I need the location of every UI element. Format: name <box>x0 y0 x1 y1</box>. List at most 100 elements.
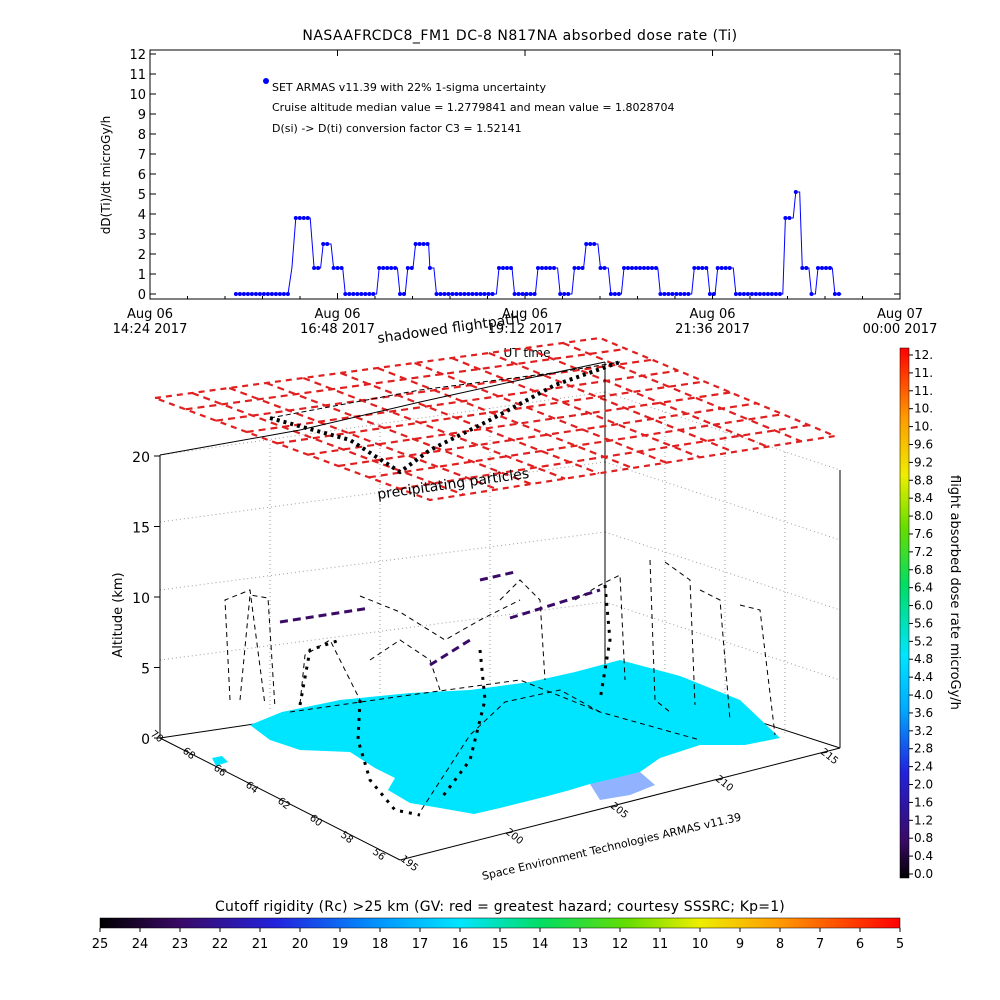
dose-point <box>261 292 266 296</box>
dose-point <box>666 292 671 296</box>
landmass <box>250 660 780 814</box>
dose-point <box>257 292 262 296</box>
dose-point <box>321 242 326 246</box>
dose-point <box>486 292 491 296</box>
dose-point <box>566 292 571 296</box>
legend-line-3: D(si) -> D(ti) conversion factor C3 = 1.… <box>272 122 522 135</box>
dose-point <box>630 266 634 270</box>
y-tick-label: 10 <box>129 88 146 103</box>
dose-tick-label: 9.6 <box>914 437 933 451</box>
dose-tick-label: 6.8 <box>914 563 933 577</box>
rigidity-tick-label: 5 <box>896 937 904 952</box>
dose-point <box>719 266 724 270</box>
dose-tick-label: 0.4 <box>914 849 933 863</box>
dose-point <box>265 292 270 296</box>
mesh-line <box>377 366 633 470</box>
legend-line-1: SET ARMAS v11.39 with 22% 1-sigma uncert… <box>272 81 546 94</box>
dose-point <box>474 292 479 296</box>
mesh-line <box>340 371 600 475</box>
dose-point <box>402 292 406 296</box>
dose-tick-label: 9.2 <box>914 455 933 469</box>
dose-point <box>363 292 368 296</box>
dose-point <box>305 216 310 220</box>
latitude-tick-label: 58 <box>338 830 355 847</box>
x-tick-label: 19:12 2017 <box>488 322 563 337</box>
dose-tick-label: 4.0 <box>914 688 933 702</box>
dose-tick-label: 1.6 <box>914 795 933 809</box>
dose-point <box>269 292 274 296</box>
dose-point <box>427 266 432 270</box>
rigidity-tick-label: 10 <box>692 937 709 952</box>
dose-colorbar-ticks: 12. 11. 11. 10. 10. 9.6 9.2 8.8 8.4 8.0 7.6 7.2 6.8 6… <box>909 348 933 881</box>
flight-tracks <box>224 559 776 813</box>
dose-point <box>339 266 344 270</box>
dose-point <box>347 292 352 296</box>
rigidity-tick-label: 14 <box>532 937 549 952</box>
dose-point <box>393 266 398 270</box>
z-tick-label: 10 <box>132 591 150 607</box>
dose-tick-label: 12. <box>914 348 933 362</box>
x-tick-label: Aug 06 <box>502 307 548 322</box>
dose-point <box>769 292 774 296</box>
dose-point <box>458 292 463 296</box>
dose-point <box>696 266 701 270</box>
rigidity-tick-label: 8 <box>776 937 784 952</box>
rigidity-tick-label: 6 <box>856 937 864 952</box>
y-tick-label: 6 <box>138 168 146 183</box>
dose-point <box>524 292 529 296</box>
y-tick-label: 8 <box>138 128 146 143</box>
z-tick-label: 0 <box>141 732 150 748</box>
dose-point <box>316 266 321 270</box>
dose-point <box>670 292 675 296</box>
x-tick-label: Aug 06 <box>314 307 360 322</box>
rigidity-colorbar: Cutoff rigidity (Rc) >25 km (GV: red = g… <box>92 899 904 952</box>
dose-point <box>602 266 607 270</box>
dose-point <box>562 292 567 296</box>
dose-point <box>584 242 589 246</box>
latitude-tick-label: 68 <box>180 746 197 763</box>
dose-point <box>700 266 705 270</box>
x-tick-label: 00:00 2017 <box>863 322 938 337</box>
y-tick-label: 12 <box>129 48 146 63</box>
dose-tick-label: 10. <box>914 402 933 416</box>
dose-point <box>783 216 788 220</box>
dose-point <box>816 266 820 270</box>
x-tick-label: Aug 06 <box>689 307 735 322</box>
dose-point <box>421 242 426 246</box>
dose-point <box>686 292 691 296</box>
annotation-shadowed-flightpath: shadowed flightpath <box>376 311 520 347</box>
y-axis-label: dD(Ti)/dt microGy/h <box>99 116 113 234</box>
dose-point <box>466 292 471 296</box>
dose-point <box>777 292 782 296</box>
dose-point <box>371 292 376 296</box>
rigidity-tick-label: 25 <box>92 937 109 952</box>
scene-credit: Space Environment Technologies ARMAS v11… <box>481 811 743 883</box>
dose-point <box>832 292 837 296</box>
dose-point <box>245 292 250 296</box>
dose-point <box>381 266 386 270</box>
mesh-line <box>414 361 667 464</box>
back-wall-grid <box>159 391 841 734</box>
x-tick-label: 16:48 2017 <box>300 322 375 337</box>
dose-point <box>335 266 340 270</box>
dose-point <box>281 292 286 296</box>
dose-tick-label: 7.2 <box>914 545 933 559</box>
dose-point <box>442 292 447 296</box>
dose-tick-label: 11. <box>914 366 933 380</box>
z-tick-label: 20 <box>132 450 150 466</box>
dose-tick-label: 11. <box>914 384 933 398</box>
rigidity-tick-label: 21 <box>252 937 269 952</box>
x-tick-label: 14:24 2017 <box>113 322 188 337</box>
dose-point <box>325 242 330 246</box>
dose-point <box>536 266 540 270</box>
island <box>410 788 430 803</box>
dose-point <box>787 216 792 220</box>
island <box>212 756 228 766</box>
dose-point <box>438 292 443 296</box>
dose-point <box>692 266 697 270</box>
dose-tick-label: 1.2 <box>914 813 933 827</box>
dose-tick-label: 7.6 <box>914 527 933 541</box>
dose-point <box>454 292 459 296</box>
dose-point <box>425 242 430 246</box>
